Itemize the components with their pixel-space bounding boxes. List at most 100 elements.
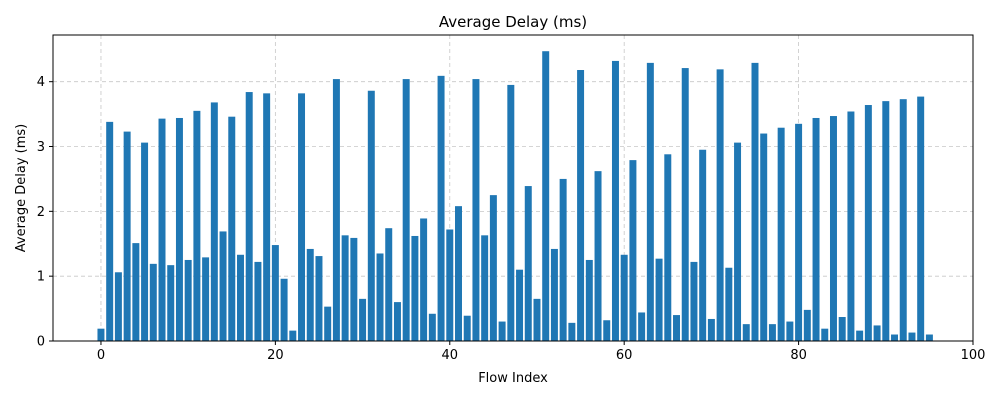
bar bbox=[411, 235, 419, 341]
bar bbox=[210, 102, 218, 341]
y-tick-label: 3 bbox=[37, 140, 45, 155]
bar bbox=[742, 324, 750, 341]
bar bbox=[481, 235, 489, 341]
x-tick-label: 0 bbox=[97, 348, 105, 363]
bar bbox=[175, 117, 183, 341]
bar bbox=[141, 142, 149, 341]
bar bbox=[280, 278, 288, 341]
bar bbox=[420, 218, 428, 341]
bars bbox=[97, 51, 933, 342]
bar bbox=[489, 195, 497, 341]
bar bbox=[550, 248, 558, 341]
x-tick-label: 80 bbox=[790, 348, 807, 363]
bar bbox=[324, 306, 332, 341]
bar bbox=[245, 92, 253, 341]
bar bbox=[428, 313, 436, 341]
bar bbox=[611, 60, 619, 342]
bar bbox=[97, 328, 105, 341]
x-tick-label: 40 bbox=[442, 348, 459, 363]
bar bbox=[577, 70, 585, 341]
bar bbox=[838, 317, 846, 341]
bar bbox=[437, 75, 445, 341]
bar bbox=[446, 229, 454, 341]
bar bbox=[873, 325, 881, 341]
bar bbox=[516, 269, 524, 341]
bar bbox=[707, 318, 715, 341]
bar bbox=[376, 253, 384, 341]
bar bbox=[289, 330, 297, 341]
bar bbox=[803, 309, 811, 341]
bar bbox=[716, 69, 724, 342]
y-tick-label: 4 bbox=[37, 75, 45, 90]
bar bbox=[777, 127, 785, 342]
bar bbox=[585, 259, 593, 341]
bar bbox=[882, 101, 890, 341]
bar bbox=[132, 243, 140, 341]
bar bbox=[385, 228, 393, 341]
y-tick-label: 2 bbox=[37, 205, 45, 220]
bar bbox=[891, 334, 899, 341]
x-tick-label: 60 bbox=[616, 348, 633, 363]
bar bbox=[725, 267, 733, 341]
bar bbox=[114, 272, 122, 341]
bar bbox=[332, 79, 340, 341]
bar bbox=[812, 117, 820, 341]
bar bbox=[690, 261, 698, 341]
bar bbox=[533, 298, 541, 341]
bar bbox=[350, 237, 358, 341]
bar bbox=[455, 206, 462, 341]
bar bbox=[681, 68, 689, 341]
y-tick-label: 1 bbox=[37, 270, 45, 285]
bar bbox=[734, 142, 742, 341]
bar bbox=[786, 321, 794, 341]
bar bbox=[638, 312, 646, 341]
bar bbox=[847, 111, 855, 341]
y-tick-label: 0 bbox=[37, 335, 45, 350]
bar bbox=[123, 131, 131, 341]
bar bbox=[367, 90, 375, 341]
bar bbox=[795, 123, 803, 341]
y-axis-label: Average Delay (ms) bbox=[14, 124, 29, 253]
bar bbox=[359, 298, 367, 341]
bar bbox=[184, 259, 192, 341]
bar bbox=[751, 62, 759, 341]
bar bbox=[341, 235, 349, 341]
bar bbox=[149, 263, 157, 341]
bar bbox=[402, 79, 410, 341]
bar bbox=[306, 248, 314, 341]
bar bbox=[760, 133, 768, 341]
bar bbox=[559, 178, 567, 341]
bar bbox=[472, 79, 480, 341]
x-axis-ticks: 0 20 40 60 80 100 bbox=[97, 341, 985, 363]
bar bbox=[498, 321, 506, 341]
bar bbox=[298, 93, 306, 341]
chart-title: Average Delay (ms) bbox=[439, 13, 587, 31]
y-axis-ticks: 0 1 2 3 4 bbox=[37, 75, 53, 350]
bar bbox=[507, 84, 515, 342]
bar bbox=[899, 99, 907, 342]
bar bbox=[202, 257, 210, 341]
bar bbox=[864, 105, 872, 342]
bar bbox=[271, 245, 279, 341]
plot-frame bbox=[52, 34, 974, 342]
bar bbox=[542, 51, 550, 342]
bar bbox=[263, 93, 271, 341]
bar bbox=[673, 315, 680, 341]
x-tick-label: 20 bbox=[267, 348, 284, 363]
bar bbox=[829, 116, 837, 341]
bar bbox=[315, 256, 323, 341]
bar bbox=[629, 160, 637, 341]
bar bbox=[699, 149, 707, 341]
bar bbox=[768, 324, 776, 341]
bar bbox=[821, 328, 829, 341]
bar bbox=[655, 258, 663, 341]
bar bbox=[925, 334, 933, 341]
bar bbox=[228, 116, 236, 341]
bar bbox=[664, 154, 672, 341]
bar bbox=[193, 110, 201, 341]
bar bbox=[219, 231, 227, 341]
bar bbox=[620, 254, 628, 341]
bar bbox=[646, 62, 654, 341]
bar bbox=[594, 171, 602, 341]
